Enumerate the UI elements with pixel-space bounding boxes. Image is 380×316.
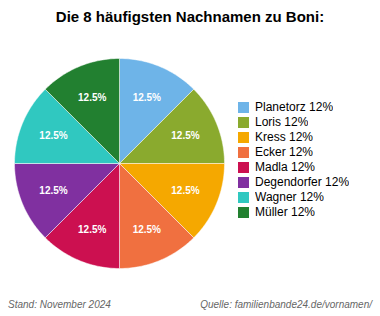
html-text:Loris 12%: Loris 12% — [255, 115, 309, 129]
svg-text:12.5%: 12.5% — [78, 224, 106, 235]
html-text:Wagner 12%: Wagner 12% — [255, 190, 324, 204]
svg-text:12.5%: 12.5% — [39, 185, 67, 196]
svg-text:12.5%: 12.5% — [171, 130, 199, 141]
svg-text:12.5%: 12.5% — [171, 185, 199, 196]
html-text:Ecker 12%: Ecker 12% — [255, 145, 313, 159]
svg-text:12.5%: 12.5% — [39, 130, 67, 141]
svg-text:12.5%: 12.5% — [78, 92, 106, 103]
html-text:Müller 12%: Müller 12% — [255, 205, 315, 219]
html-text:Degendorfer 12%: Degendorfer 12% — [255, 175, 350, 189]
html-text:Kress 12%: Kress 12% — [255, 130, 313, 144]
html-text:Quelle: familienbande24.de/vor: Quelle: familienbande24.de/vornamen/ — [200, 299, 372, 310]
svg-text:12.5%: 12.5% — [133, 224, 161, 235]
svg-text:12.5%: 12.5% — [133, 92, 161, 103]
html-text:Die 8 häufigsten Nachnamen zu: Die 8 häufigsten Nachnamen zu Boni: — [55, 8, 325, 25]
html-text:Madla 12%: Madla 12% — [255, 160, 315, 174]
html-text:Stand: November 2024: Stand: November 2024 — [8, 299, 111, 310]
html-text:Planetorz 12%: Planetorz 12% — [255, 100, 333, 114]
